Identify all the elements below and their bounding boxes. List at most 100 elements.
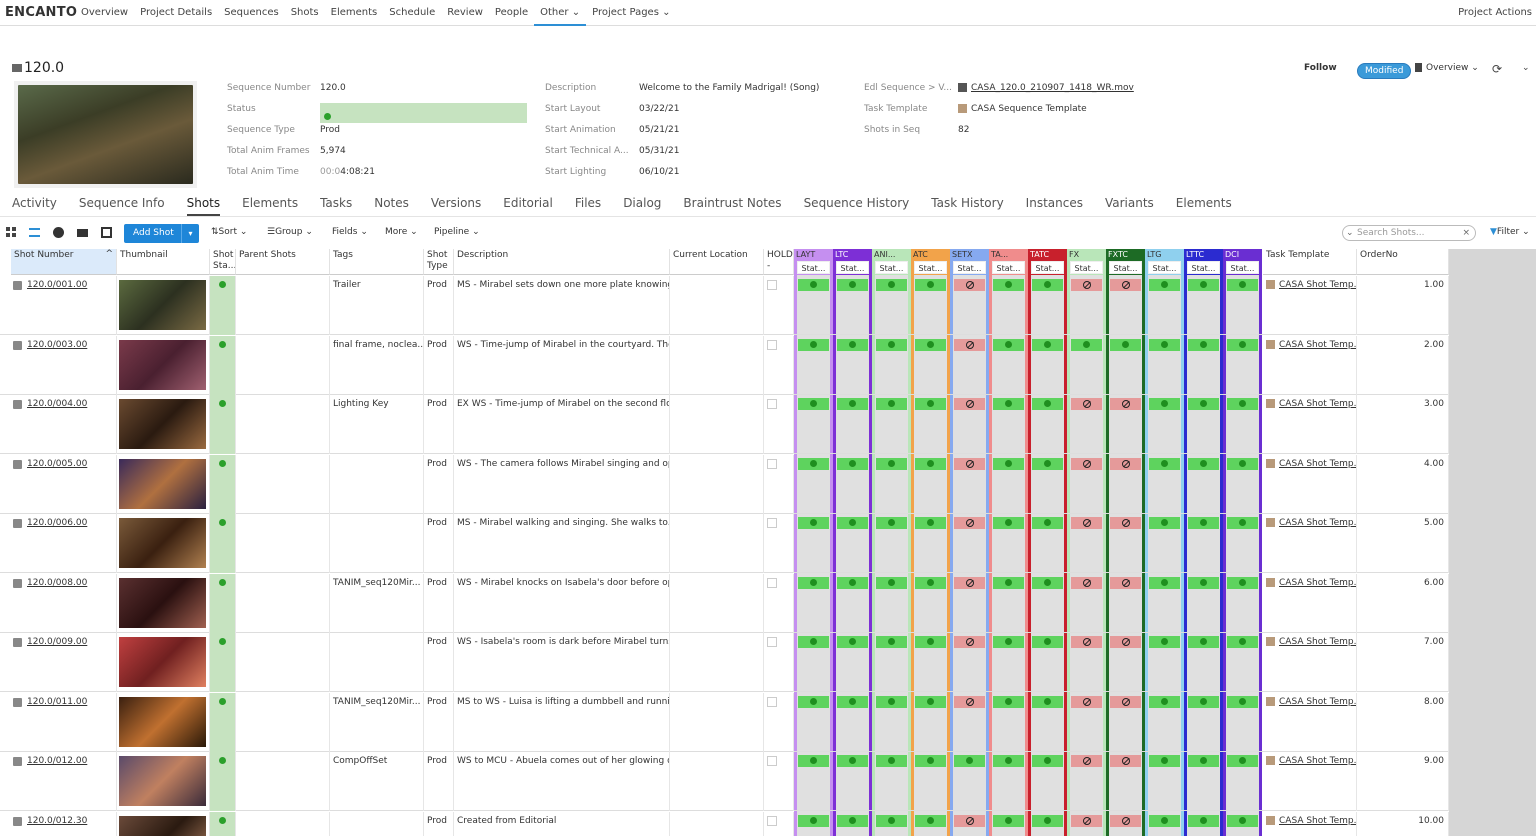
task-status-complete[interactable]	[837, 636, 868, 648]
shot-number-link[interactable]: 120.0/003.00	[27, 339, 88, 350]
shot-thumbnail[interactable]	[118, 636, 207, 688]
row-detail-icon[interactable]	[13, 519, 22, 528]
task-status-complete[interactable]	[1032, 457, 1063, 470]
task-template-value[interactable]: CASA Sequence Template	[958, 104, 1087, 114]
nav-item-other[interactable]: Other ⌄	[534, 0, 587, 26]
table-row[interactable]: 120.0/004.00 Lighting Key Prod EX WS - Time…	[0, 395, 1449, 454]
task-status-omitted[interactable]	[1110, 636, 1141, 648]
shot-thumbnail[interactable]	[118, 814, 207, 836]
task-status-complete[interactable]	[798, 695, 829, 708]
tab-notes[interactable]: Notes	[374, 196, 409, 210]
tags-cell[interactable]: CompOffSet	[330, 752, 424, 811]
task-status-complete[interactable]	[1188, 636, 1219, 648]
task-status-complete[interactable]	[798, 755, 829, 767]
description-cell[interactable]: MS to WS - Luisa is lifting a dumbbell a…	[454, 692, 670, 752]
group-menu[interactable]: ☰Group ⌄	[267, 227, 313, 237]
tags-cell[interactable]	[330, 514, 424, 573]
col-header-current-location[interactable]: Current Location	[670, 249, 764, 275]
shot-number-link[interactable]: 120.0/011.00	[27, 696, 88, 707]
shot-number-link[interactable]: 120.0/012.30	[27, 815, 88, 826]
task-status-complete[interactable]	[954, 755, 985, 767]
col-header-description[interactable]: Description	[454, 249, 670, 275]
shot-type-cell[interactable]: Prod	[424, 692, 454, 752]
task-status-complete[interactable]	[1149, 636, 1180, 648]
task-status-complete[interactable]	[1227, 814, 1258, 827]
shot-number-link[interactable]: 120.0/006.00	[27, 518, 88, 528]
task-status-complete[interactable]	[798, 517, 829, 529]
tab-variants[interactable]: Variants	[1104, 196, 1154, 210]
task-status-complete[interactable]	[798, 576, 829, 589]
shot-type-cell[interactable]: Prod	[424, 752, 454, 811]
task-status-complete[interactable]	[1188, 517, 1219, 529]
task-status-complete[interactable]	[1032, 576, 1063, 589]
list-view-icon[interactable]	[29, 228, 40, 237]
row-detail-icon[interactable]	[13, 459, 22, 469]
task-status-complete[interactable]	[1032, 338, 1063, 351]
task-status-complete[interactable]	[837, 457, 868, 470]
edl-link[interactable]: CASA_120.0_210907_1418_WR.mov	[958, 83, 1134, 93]
task-status-omitted[interactable]	[954, 695, 985, 708]
shot-number-link[interactable]: 120.0/012.00	[27, 756, 88, 766]
pipeline-step-header[interactable]: LTC	[835, 250, 849, 259]
nav-item-elements[interactable]: Elements	[330, 6, 378, 18]
task-status-complete[interactable]	[1188, 755, 1219, 767]
task-status-complete[interactable]	[1149, 279, 1180, 291]
task-status-complete[interactable]	[1227, 755, 1258, 767]
task-status-complete[interactable]	[876, 814, 907, 827]
parent-shots-cell[interactable]	[236, 573, 330, 633]
task-status-complete[interactable]	[1227, 338, 1258, 351]
table-row[interactable]: 120.0/003.00 final frame, noclea... Prod WS…	[0, 335, 1449, 395]
col-header-order-no[interactable]: OrderNo	[1357, 249, 1449, 275]
description-cell[interactable]: WS - The camera follows Mirabel singing …	[454, 454, 670, 514]
task-status-complete[interactable]	[837, 576, 868, 589]
location-cell[interactable]	[670, 514, 764, 573]
task-status-complete[interactable]	[1032, 755, 1063, 767]
pipeline-status-field[interactable]: Stat...	[914, 261, 947, 274]
tab-activity[interactable]: Activity	[12, 196, 57, 210]
tab-dialog[interactable]: Dialog	[623, 196, 662, 210]
task-status-complete[interactable]	[1149, 517, 1180, 529]
task-status-complete[interactable]	[915, 517, 946, 529]
nav-item-sequences[interactable]: Sequences	[224, 6, 279, 18]
tab-editorial[interactable]: Editorial	[503, 196, 553, 210]
table-row[interactable]: 120.0/008.00 TANIM_seq120Mir... Prod WS - M…	[0, 573, 1449, 633]
task-status-omitted[interactable]	[954, 457, 985, 470]
modified-badge[interactable]: Modified	[1357, 63, 1412, 79]
shot-type-cell[interactable]: Prod	[424, 335, 454, 395]
description-cell[interactable]: MS - Mirabel sets down one more plate kn…	[454, 276, 670, 335]
task-status-complete[interactable]	[1149, 814, 1180, 827]
hold-checkbox[interactable]	[767, 815, 777, 826]
shot-thumbnail[interactable]	[118, 576, 207, 629]
brand-logo[interactable]: ENCANTO	[5, 5, 78, 20]
tags-cell[interactable]: Lighting Key	[330, 395, 424, 454]
task-status-omitted[interactable]	[1110, 755, 1141, 767]
task-template-link[interactable]: CASA Shot Temp...	[1279, 458, 1357, 469]
task-status-complete[interactable]	[798, 457, 829, 470]
hold-checkbox[interactable]	[767, 339, 777, 350]
location-cell[interactable]	[670, 573, 764, 633]
task-status-complete[interactable]	[915, 576, 946, 589]
hold-checkbox[interactable]	[767, 399, 777, 409]
tab-shots[interactable]: Shots	[186, 190, 221, 216]
parent-shots-cell[interactable]	[236, 514, 330, 573]
task-status-complete[interactable]	[876, 338, 907, 351]
search-input[interactable]: ⌄ Search Shots... ×	[1342, 225, 1476, 241]
description-value[interactable]: Welcome to the Family Madrigal! (Song)	[639, 83, 820, 93]
follow-button[interactable]: Follow	[1304, 63, 1337, 73]
nav-item-shots[interactable]: Shots	[290, 6, 319, 18]
task-status-complete[interactable]	[993, 279, 1024, 291]
task-status-complete[interactable]	[1188, 279, 1219, 291]
task-status-complete[interactable]	[915, 338, 946, 351]
task-status-complete[interactable]	[1032, 398, 1063, 410]
shot-thumbnail[interactable]	[118, 695, 207, 748]
pipeline-status-field[interactable]: Stat...	[836, 261, 869, 274]
col-header-parent-shots[interactable]: Parent Shots	[236, 249, 330, 275]
shot-status-icon[interactable]	[219, 281, 226, 288]
task-status-complete[interactable]	[1032, 279, 1063, 291]
task-status-omitted[interactable]	[1071, 695, 1102, 708]
nav-item-schedule[interactable]: Schedule	[389, 6, 436, 18]
pipeline-step-header[interactable]: FX	[1069, 250, 1080, 259]
task-status-complete[interactable]	[1149, 576, 1180, 589]
calendar-view-icon[interactable]	[101, 227, 112, 238]
task-status-omitted[interactable]	[1110, 695, 1141, 708]
